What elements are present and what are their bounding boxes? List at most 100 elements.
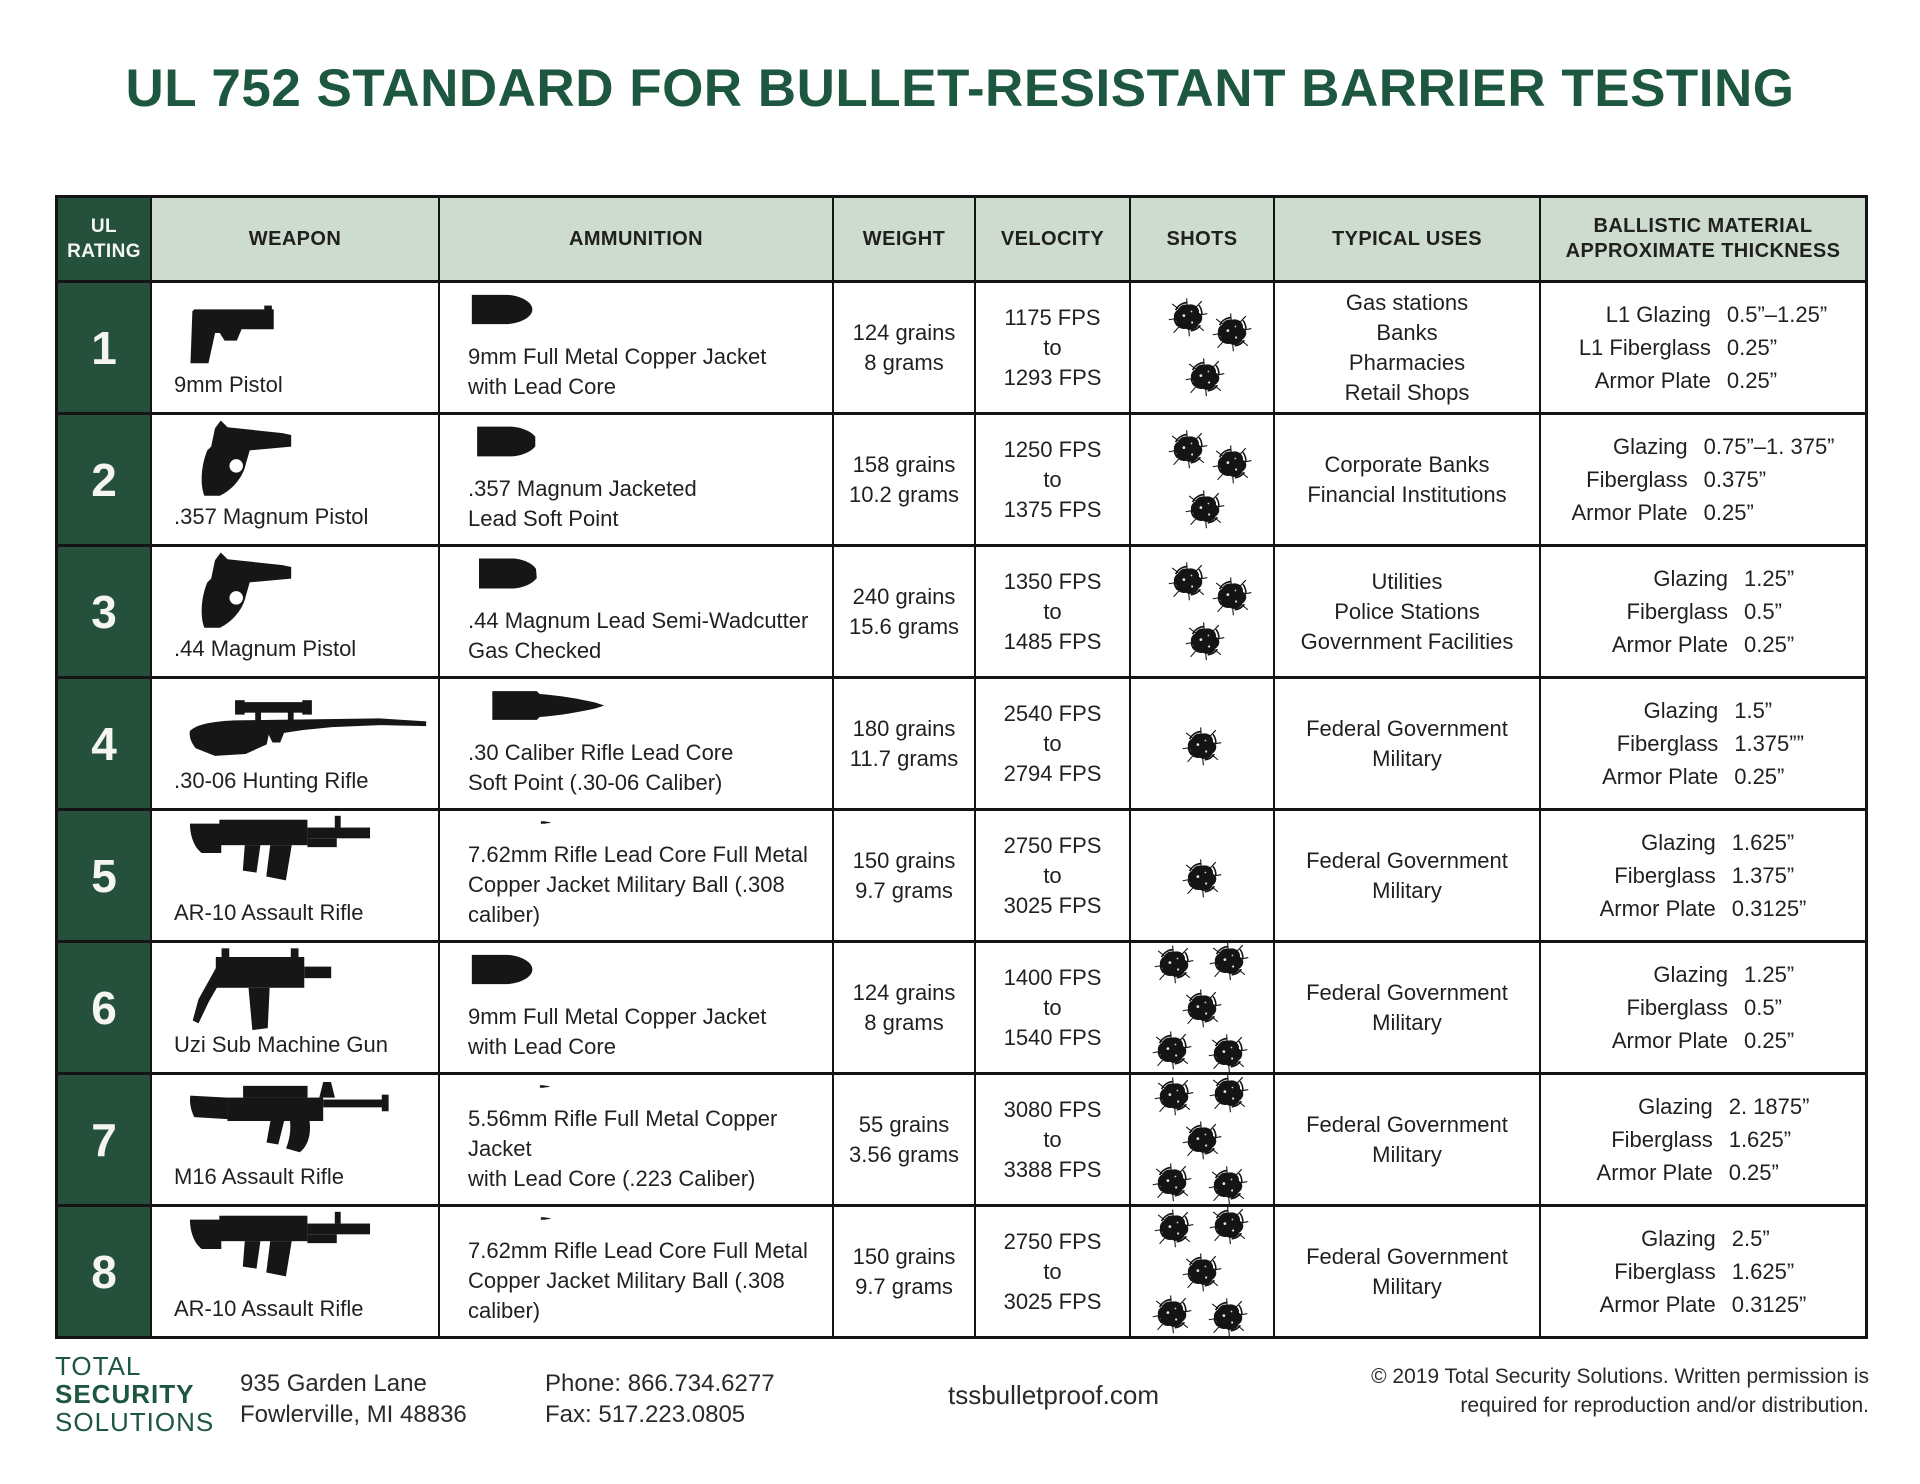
- ballistic-spec-list: Glazing 2. 1875” Fiberglass 1.625” Armor Pla…: [1597, 1092, 1810, 1187]
- ul-rating-number: 3: [91, 585, 117, 638]
- ammunition-text: .357 Magnum Jacketed Lead Soft Point: [468, 476, 697, 531]
- ballistic-material-label: Armor Plate: [1596, 1160, 1713, 1185]
- ballistic-material-value: 1.5”: [1734, 698, 1773, 723]
- ul-rating-cell: 5: [58, 811, 150, 940]
- typical-uses-cell: Gas stations Banks Pharmacies Retail Sho…: [1275, 283, 1539, 412]
- typical-uses-cell: Federal Government Military: [1275, 679, 1539, 808]
- weapon-label: .44 Magnum Pistol: [174, 636, 357, 661]
- ballistic-material-value: 0.5”: [1744, 599, 1782, 624]
- page-title: UL 752 STANDARD FOR BULLET-RESISTANT BAR…: [125, 59, 1795, 118]
- weapon-label: Uzi Sub Machine Gun: [174, 1032, 388, 1057]
- bullet-wadcutter-icon: [479, 558, 537, 589]
- ballistic-material-value: 0.25”: [1728, 1160, 1779, 1185]
- ammunition-text: 7.62mm Rifle Lead Core Full Metal Copper…: [468, 1238, 808, 1323]
- ballistic-material-value: 0.25”: [1703, 500, 1754, 525]
- velocity-cell: 1250 FPS to 1375 FPS: [976, 415, 1129, 544]
- ballistic-thickness-cell: Glazing 1.25” Fiberglass 0.5” Armor Plate 0.2…: [1541, 943, 1865, 1072]
- bullet-hole-icon: [1208, 1075, 1250, 1114]
- bullet-hole-icon: [1152, 1162, 1193, 1203]
- revolver-icon: [201, 552, 292, 628]
- bullet-pistol-icon: [471, 954, 533, 985]
- ballistic-material-value: 0.5”: [1744, 995, 1782, 1020]
- weapon-art: [174, 1207, 430, 1296]
- weapon-cell: .357 Magnum Pistol: [152, 415, 438, 544]
- ballistic-material-label: Fiberglass: [1614, 1259, 1716, 1284]
- bullet-hole-icon: [1153, 1208, 1194, 1248]
- ammunition-cell: 7.62mm Rifle Lead Core Full Metal Copper…: [440, 1207, 832, 1336]
- ul-rating-number: 7: [91, 1113, 117, 1166]
- ammunition-text: 7.62mm Rifle Lead Core Full Metal Copper…: [468, 842, 808, 927]
- ballistic-thickness-cell: Glazing 2.5” Fiberglass 1.625” Armor Plate 0.…: [1541, 1207, 1865, 1336]
- ballistic-material-value: 0.375”: [1703, 467, 1767, 492]
- weight-cell: 180 grains 11.7 grams: [834, 679, 974, 808]
- ballistic-material-value: 0.3125”: [1731, 1292, 1807, 1317]
- ballistic-material-label: Glazing: [1638, 1094, 1713, 1119]
- ammunition-cell: .44 Magnum Lead Semi-Wadcutter Gas Check…: [440, 547, 832, 676]
- copyright-text: © 2019 Total Security Solutions. Written…: [1371, 1365, 1869, 1417]
- shots-cell: [1131, 547, 1273, 676]
- revolver-icon: [201, 420, 292, 496]
- phone-text: Phone: 866.734.6277: [545, 1370, 775, 1397]
- pistol-icon: [190, 305, 274, 363]
- uzi-icon: [192, 948, 332, 1031]
- ammunition-cell: .357 Magnum Jacketed Lead Soft Point: [440, 415, 832, 544]
- weight-cell: 150 grains 9.7 grams: [834, 1207, 974, 1336]
- velocity-cell: 2540 FPS to 2794 FPS: [976, 679, 1129, 808]
- velocity-cell: 1175 FPS to 1293 FPS: [976, 283, 1129, 412]
- bullet-hole-icon: [1184, 621, 1225, 662]
- ballistic-material-label: Fiberglass: [1586, 467, 1688, 492]
- m16-icon: [189, 1081, 389, 1153]
- bullet-hole-icon: [1167, 297, 1208, 337]
- ballistic-material-value: 1.25”: [1744, 962, 1795, 987]
- shots-cell: [1131, 1075, 1273, 1204]
- bullet-hole-icon: [1167, 561, 1208, 601]
- bullet-magnum-icon: [477, 426, 536, 457]
- column-header-ul-rating: UL RATING: [58, 198, 150, 280]
- ul-rating-number: 8: [91, 1245, 117, 1298]
- ul-rating-cell: 2: [58, 415, 150, 544]
- shots-cell: [1131, 811, 1273, 940]
- address-block: 935 Garden Lane Fowlerville, MI 48836: [240, 1368, 467, 1430]
- weapon-label: AR-10 Assault Rifle: [174, 1296, 364, 1321]
- weight-cell: 150 grains 9.7 grams: [834, 811, 974, 940]
- ul-rating-number: 4: [91, 717, 117, 770]
- column-header-ballistic-material: BALLISTIC MATERIAL APPROXIMATE THICKNESS: [1541, 198, 1865, 280]
- ballistic-material-value: 0.25”: [1744, 632, 1795, 657]
- fax-text: Fax: 517.223.0805: [545, 1401, 746, 1428]
- ammunition-text: .44 Magnum Lead Semi-Wadcutter Gas Check…: [468, 608, 809, 663]
- bullet-hole-icon: [1153, 1076, 1194, 1116]
- ammunition-text: 9mm Full Metal Copper Jacket with Lead C…: [468, 344, 767, 399]
- ul-rating-cell: 1: [58, 283, 150, 412]
- ballistic-material-label: Armor Plate: [1599, 1292, 1716, 1317]
- ammunition-cell: 9mm Full Metal Copper Jacket with Lead C…: [440, 283, 832, 412]
- weapon-label: .357 Magnum Pistol: [174, 504, 369, 529]
- ul-rating-number: 6: [91, 981, 117, 1034]
- bullet-rifle-slim-icon: [539, 1085, 551, 1088]
- ballistic-material-label: Glazing: [1641, 1226, 1716, 1251]
- weapon-cell: 9mm Pistol: [152, 283, 438, 412]
- velocity-cell: 3080 FPS to 3388 FPS: [976, 1075, 1129, 1204]
- ammunition-cell: 7.62mm Rifle Lead Core Full Metal Copper…: [440, 811, 832, 940]
- ballistic-spec-list: Glazing 1.25” Fiberglass 0.5” Armor Plate 0.2…: [1612, 960, 1794, 1055]
- ballistic-material-value: 0.25”: [1744, 1028, 1795, 1053]
- bullet-rifle-icon: [540, 821, 552, 824]
- ballistic-thickness-cell: Glazing 1.25” Fiberglass 0.5” Armor Plate 0.2…: [1541, 547, 1865, 676]
- column-header-typical-uses: TYPICAL USES: [1275, 198, 1539, 280]
- ballistic-material-label: Fiberglass: [1626, 995, 1728, 1020]
- ballistic-material-label: Glazing: [1653, 962, 1728, 987]
- ballistic-material-value: 0.5”–1.25”: [1726, 302, 1828, 327]
- weapon-art: [174, 943, 430, 1032]
- weapon-cell: .30-06 Hunting Rifle: [152, 679, 438, 808]
- ballistic-material-value: 0.75”–1. 375”: [1703, 434, 1835, 459]
- shots-cell: [1131, 415, 1273, 544]
- ammunition-cell: 9mm Full Metal Copper Jacket with Lead C…: [440, 943, 832, 1072]
- ballistic-material-label: Armor Plate: [1599, 896, 1716, 921]
- bullet-hole-icon: [1211, 444, 1252, 485]
- bullet-hole-icon: [1181, 726, 1223, 767]
- weight-cell: 240 grains 15.6 grams: [834, 547, 974, 676]
- column-header-weapon: WEAPON: [152, 198, 438, 280]
- ul-rating-number: 1: [91, 321, 117, 374]
- bullet-hole-icon: [1167, 429, 1208, 469]
- ul-rating-number: 5: [91, 849, 117, 902]
- bullet-hole-icon: [1208, 1207, 1250, 1246]
